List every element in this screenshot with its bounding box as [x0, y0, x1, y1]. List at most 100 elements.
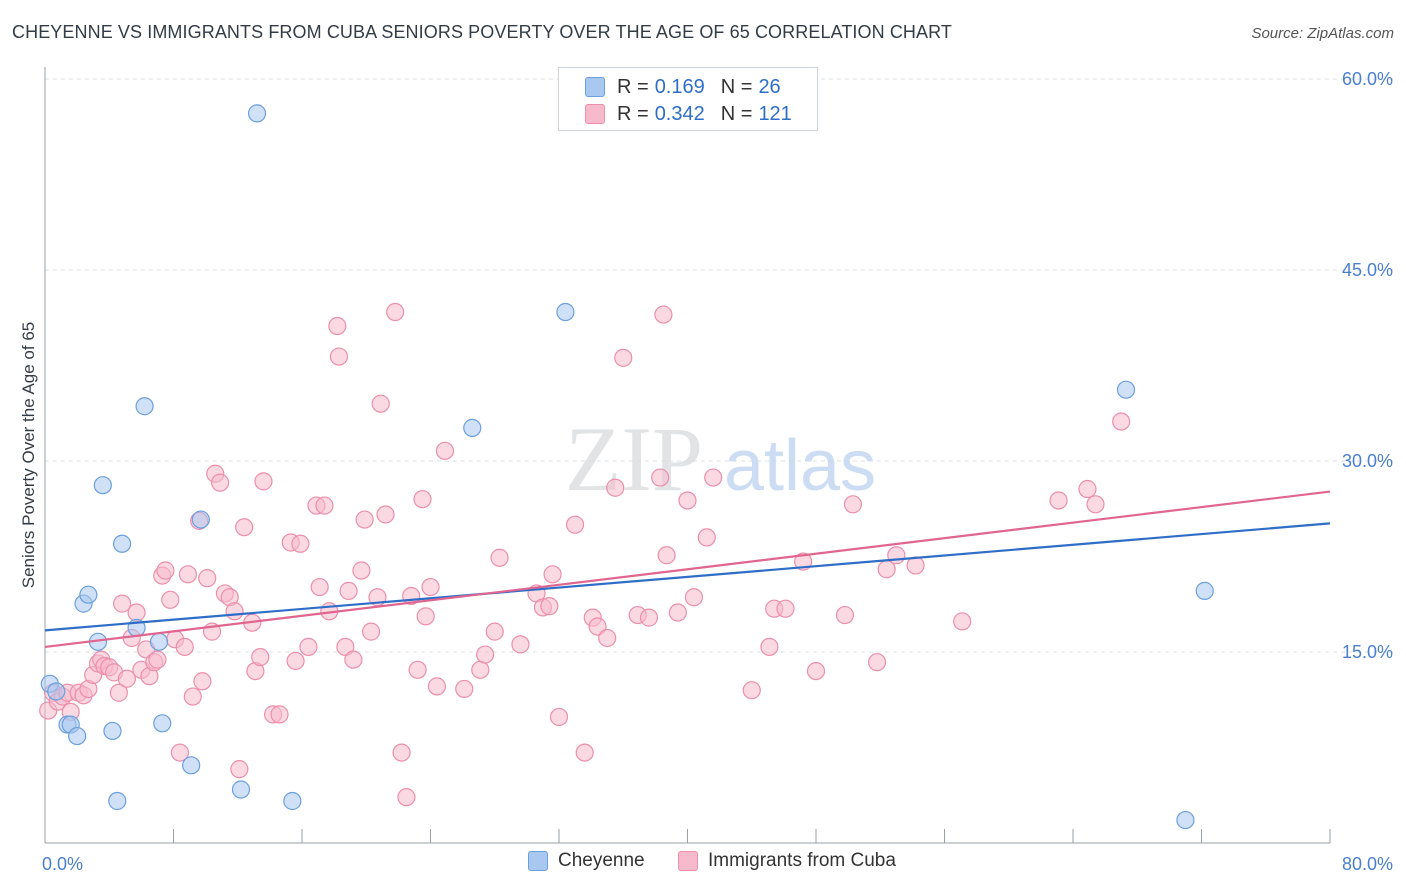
y-tick-label: 60.0%	[1342, 69, 1393, 89]
point-immigrants-from-cuba	[156, 561, 175, 580]
point-immigrants-from-cuba	[657, 546, 676, 565]
point-immigrants-from-cuba	[315, 496, 334, 515]
legend-swatch-cheyenne	[585, 77, 605, 97]
point-cheyenne	[112, 534, 132, 553]
point-immigrants-from-cuba	[210, 473, 230, 492]
point-immigrants-from-cuba	[299, 637, 318, 657]
point-cheyenne	[1116, 380, 1136, 399]
x-tick-label-max: 80.0%	[1342, 854, 1393, 874]
x-tick-labels: 0.0% 80.0%	[42, 854, 1393, 874]
point-immigrants-from-cuba	[408, 660, 427, 679]
point-immigrants-from-cuba	[392, 743, 411, 762]
y-tick-label: 15.0%	[1342, 642, 1393, 662]
point-immigrants-from-cuba	[835, 605, 855, 625]
point-immigrants-from-cuba	[376, 505, 395, 524]
point-immigrants-from-cuba	[161, 590, 180, 609]
point-immigrants-from-cuba	[355, 510, 374, 529]
point-cheyenne	[108, 791, 127, 811]
source-credit: Source: ZipAtlas.com	[1251, 25, 1394, 42]
point-cheyenne	[103, 721, 122, 741]
point-cheyenne	[556, 302, 575, 322]
point-immigrants-from-cuba	[286, 651, 305, 671]
trend-lines	[44, 490, 1331, 648]
stats-legend: R = 0.169 N = 26 R = 0.342 N = 121	[558, 67, 818, 131]
point-immigrants-from-cuba	[575, 743, 594, 762]
point-immigrants-from-cuba	[760, 637, 779, 657]
series-cheyenne-points	[40, 104, 1214, 830]
point-cheyenne	[247, 104, 267, 123]
chart-title: CHEYENNE VS IMMIGRANTS FROM CUBA SENIORS…	[12, 22, 953, 42]
point-immigrants-from-cuba	[887, 546, 906, 565]
point-immigrants-from-cuba	[511, 635, 530, 654]
point-immigrants-from-cuba	[254, 472, 273, 491]
point-immigrants-from-cuba	[471, 660, 490, 679]
point-immigrants-from-cuba	[953, 612, 972, 631]
point-immigrants-from-cuba	[175, 637, 194, 657]
point-immigrants-from-cuba	[614, 348, 633, 367]
trend-line-cheyenne	[44, 522, 1331, 632]
point-immigrants-from-cuba	[867, 653, 887, 672]
point-immigrants-from-cuba	[1049, 491, 1068, 510]
point-immigrants-from-cuba	[435, 441, 455, 460]
legend-n-label: N =	[720, 75, 753, 98]
point-cheyenne	[68, 726, 87, 746]
x-tick-label-min: 0.0%	[42, 854, 83, 874]
legend-swatch-immigrants-from-cuba	[678, 851, 698, 871]
point-immigrants-from-cuba	[328, 316, 347, 336]
point-immigrants-from-cuba	[148, 650, 167, 669]
point-immigrants-from-cuba	[225, 602, 244, 621]
point-immigrants-from-cuba	[476, 645, 495, 664]
point-immigrants-from-cuba	[742, 681, 761, 700]
point-immigrants-from-cuba	[678, 491, 697, 510]
point-immigrants-from-cuba	[352, 561, 371, 580]
legend-n-value: 26	[758, 75, 781, 98]
point-cheyenne	[153, 714, 172, 733]
point-immigrants-from-cuba	[251, 647, 270, 667]
legend-swatch-cheyenne	[528, 851, 548, 871]
legend-label-cheyenne: Cheyenne	[558, 850, 645, 871]
point-immigrants-from-cuba	[329, 347, 349, 366]
point-immigrants-from-cuba	[421, 577, 440, 597]
point-immigrants-from-cuba	[684, 588, 704, 607]
point-cheyenne	[191, 510, 210, 529]
y-axis-label: Seniors Poverty Over the Age of 65	[19, 322, 38, 588]
point-cheyenne	[135, 397, 154, 416]
point-immigrants-from-cuba	[193, 672, 212, 691]
legend-n-label: N =	[720, 102, 753, 125]
series-legend: Cheyenne Immigrants from Cuba	[0, 850, 1406, 878]
point-immigrants-from-cuba	[455, 679, 474, 699]
point-immigrants-from-cuba	[651, 468, 670, 487]
legend-item-cheyenne[interactable]: Cheyenne	[528, 850, 645, 872]
point-immigrants-from-cuba	[344, 650, 363, 669]
legend-r-label: R =	[617, 102, 649, 125]
point-immigrants-from-cuba	[291, 534, 310, 553]
point-immigrants-from-cuba	[178, 565, 198, 584]
point-immigrants-from-cuba	[230, 760, 249, 779]
legend-item-immigrants-from-cuba[interactable]: Immigrants from Cuba	[678, 850, 896, 872]
watermark: ZIP atlas	[565, 408, 876, 510]
point-cheyenne	[149, 632, 169, 651]
point-immigrants-from-cuba	[183, 687, 202, 706]
point-immigrants-from-cuba	[1112, 412, 1131, 431]
legend-r-label: R =	[617, 75, 649, 98]
point-immigrants-from-cuba	[427, 677, 447, 696]
trend-line-immigrants-from-cuba	[44, 490, 1331, 648]
point-immigrants-from-cuba	[806, 661, 826, 681]
point-immigrants-from-cuba	[117, 669, 137, 688]
point-immigrants-from-cuba	[270, 705, 289, 724]
y-tick-label: 30.0%	[1342, 451, 1393, 471]
legend-r-value: 0.342	[654, 102, 705, 125]
legend-swatch-immigrants-from-cuba	[585, 104, 605, 124]
point-immigrants-from-cuba	[371, 394, 390, 413]
point-immigrants-from-cuba	[668, 603, 687, 622]
point-immigrants-from-cuba	[198, 569, 217, 588]
point-cheyenne	[283, 791, 302, 811]
point-cheyenne	[1195, 581, 1214, 600]
point-immigrants-from-cuba	[170, 743, 190, 762]
point-immigrants-from-cuba	[416, 607, 435, 626]
point-immigrants-from-cuba	[361, 622, 381, 641]
point-immigrants-from-cuba	[490, 548, 509, 567]
point-cheyenne	[463, 418, 482, 437]
legend-r-value: 0.169	[654, 75, 705, 98]
